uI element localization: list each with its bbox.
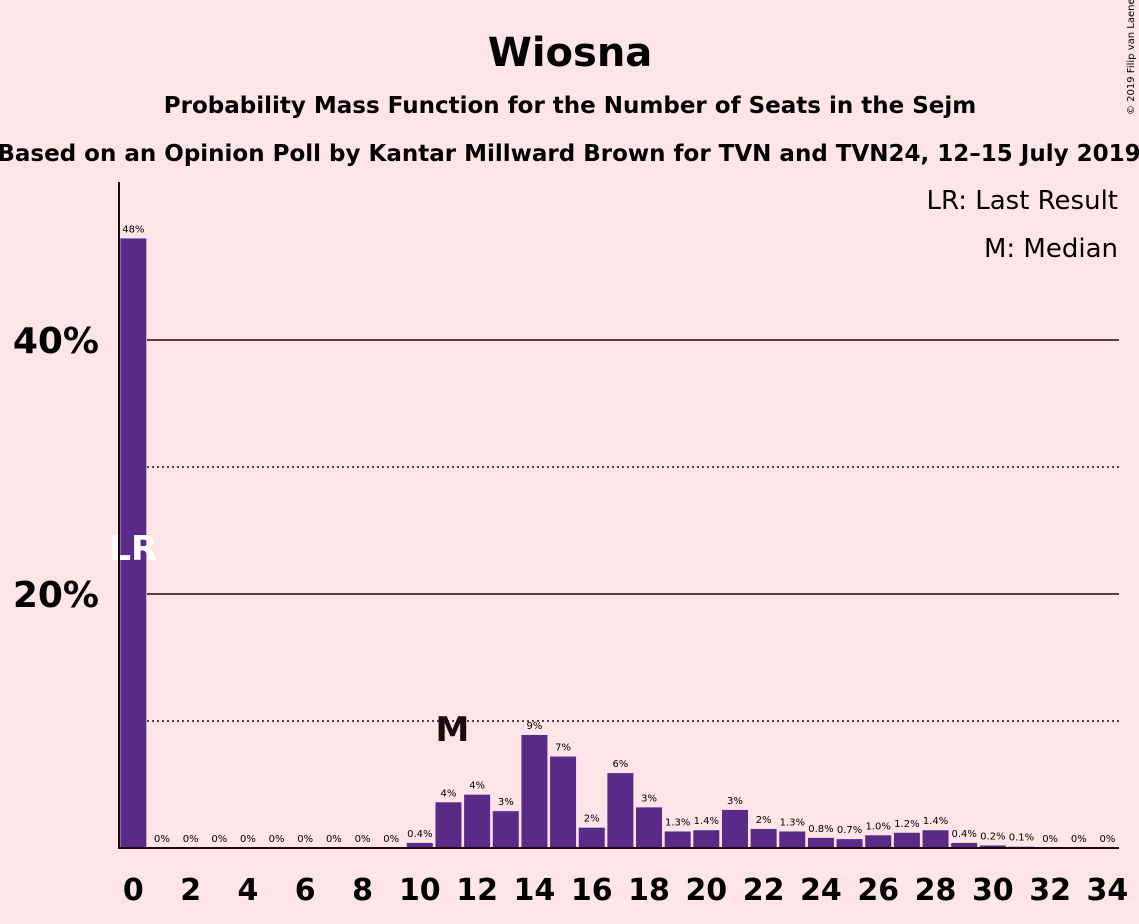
data-label-4: 0% [240,834,256,845]
x-tick-label: 22 [743,873,785,908]
median-marker: M [436,710,470,750]
data-label-33: 0% [1071,834,1087,845]
bar-seats-11 [435,802,462,848]
chart-subtitle: Probability Mass Function for the Number… [164,93,976,119]
bar-seats-0 [120,238,147,848]
x-axis-ticks: 0 2 4 6 8 10 12 14 16 18 20 22 24 26 28 30 32 34 [123,873,1128,908]
x-tick-label: 6 [295,873,316,908]
data-label-7: 0% [326,834,342,845]
copyright-text: © 2019 Filip van Laenen [1126,0,1137,115]
x-tick-label: 16 [571,873,613,908]
data-label-24: 0.8% [808,824,833,835]
bar-seats-23 [779,831,806,848]
data-label-31: 0.1% [1009,833,1034,844]
bar-seats-28 [922,830,949,848]
x-tick-label: 4 [237,873,258,908]
bar-seats-17 [607,773,634,848]
legend-last-result: LR: Last Result [926,186,1118,216]
data-label-2: 0% [183,834,199,845]
bar-seats-24 [807,837,834,848]
data-label-12: 4% [469,781,485,792]
data-label-21: 3% [727,796,743,807]
data-label-10: 0.4% [407,829,432,840]
bar-seats-25 [836,839,863,848]
bar-seats-27 [893,832,920,848]
bar-seats-19 [664,831,691,848]
data-label-30: 0.2% [980,831,1005,842]
data-label-25: 0.7% [837,825,862,836]
data-label-15: 7% [555,743,571,754]
y-axis-ticks: 20% 40% [13,321,99,616]
bar-seats-12 [464,794,491,848]
data-label-17: 6% [612,759,628,770]
y-tick-label: 40% [13,321,99,362]
x-tick-label: 18 [628,873,670,908]
data-label-16: 2% [584,814,600,825]
data-label-6: 0% [297,834,313,845]
bar-seats-10 [406,842,433,848]
markers: LR M [109,529,469,750]
x-tick-label: 28 [915,873,957,908]
data-label-0: 48% [122,224,144,235]
data-labels: 48% 0% 0% 0% 0% 0% 0% 0% 0% 0% 0.4% 4% 4% 3% 9% 7% 2% 6% 3… [122,224,1115,845]
data-label-19: 1.3% [665,817,690,828]
gridlines [147,339,1119,722]
bars [120,238,1035,848]
bar-seats-22 [750,828,777,848]
data-label-32: 0% [1042,834,1058,845]
x-tick-label: 30 [972,873,1014,908]
data-label-18: 3% [641,793,657,804]
x-tick-label: 14 [514,873,556,908]
bar-seats-13 [492,811,519,848]
data-label-13: 3% [498,797,514,808]
x-tick-label: 10 [399,873,441,908]
bar-seats-20 [693,830,720,848]
bar-seats-26 [865,835,892,848]
bar-seats-15 [550,756,577,848]
x-tick-label: 20 [685,873,727,908]
x-tick-label: 26 [857,873,899,908]
data-label-9: 0% [383,834,399,845]
data-label-14: 9% [526,721,542,732]
x-tick-label: 2 [180,873,201,908]
data-label-26: 1.0% [866,821,891,832]
data-label-22: 2% [756,815,772,826]
bar-seats-29 [951,842,978,848]
data-label-28: 1.4% [923,816,948,827]
data-label-23: 1.3% [780,817,805,828]
bar-seats-16 [578,827,605,848]
bar-seats-30 [979,845,1006,848]
data-label-1: 0% [154,834,170,845]
y-tick-label: 20% [13,575,99,616]
x-tick-label: 0 [123,873,144,908]
data-label-8: 0% [355,834,371,845]
data-label-20: 1.4% [694,816,719,827]
x-tick-label: 32 [1029,873,1071,908]
chart-title: Wiosna [488,30,653,76]
x-tick-label: 34 [1087,873,1129,908]
bar-seats-21 [721,809,748,848]
x-tick-label: 24 [800,873,842,908]
data-label-27: 1.2% [894,819,919,830]
x-tick-label: 12 [456,873,498,908]
bar-seats-14 [521,734,548,848]
legend-median: M: Median [984,234,1118,264]
data-label-29: 0.4% [951,829,976,840]
x-tick-label: 8 [352,873,373,908]
bar-seats-18 [636,807,663,848]
data-label-5: 0% [269,834,285,845]
chart-subtitle-poll: Based on an Opinion Poll by Kantar Millw… [0,141,1139,167]
data-label-3: 0% [211,834,227,845]
data-label-34: 0% [1099,834,1115,845]
last-result-marker: LR [109,529,157,569]
data-label-11: 4% [441,788,457,799]
